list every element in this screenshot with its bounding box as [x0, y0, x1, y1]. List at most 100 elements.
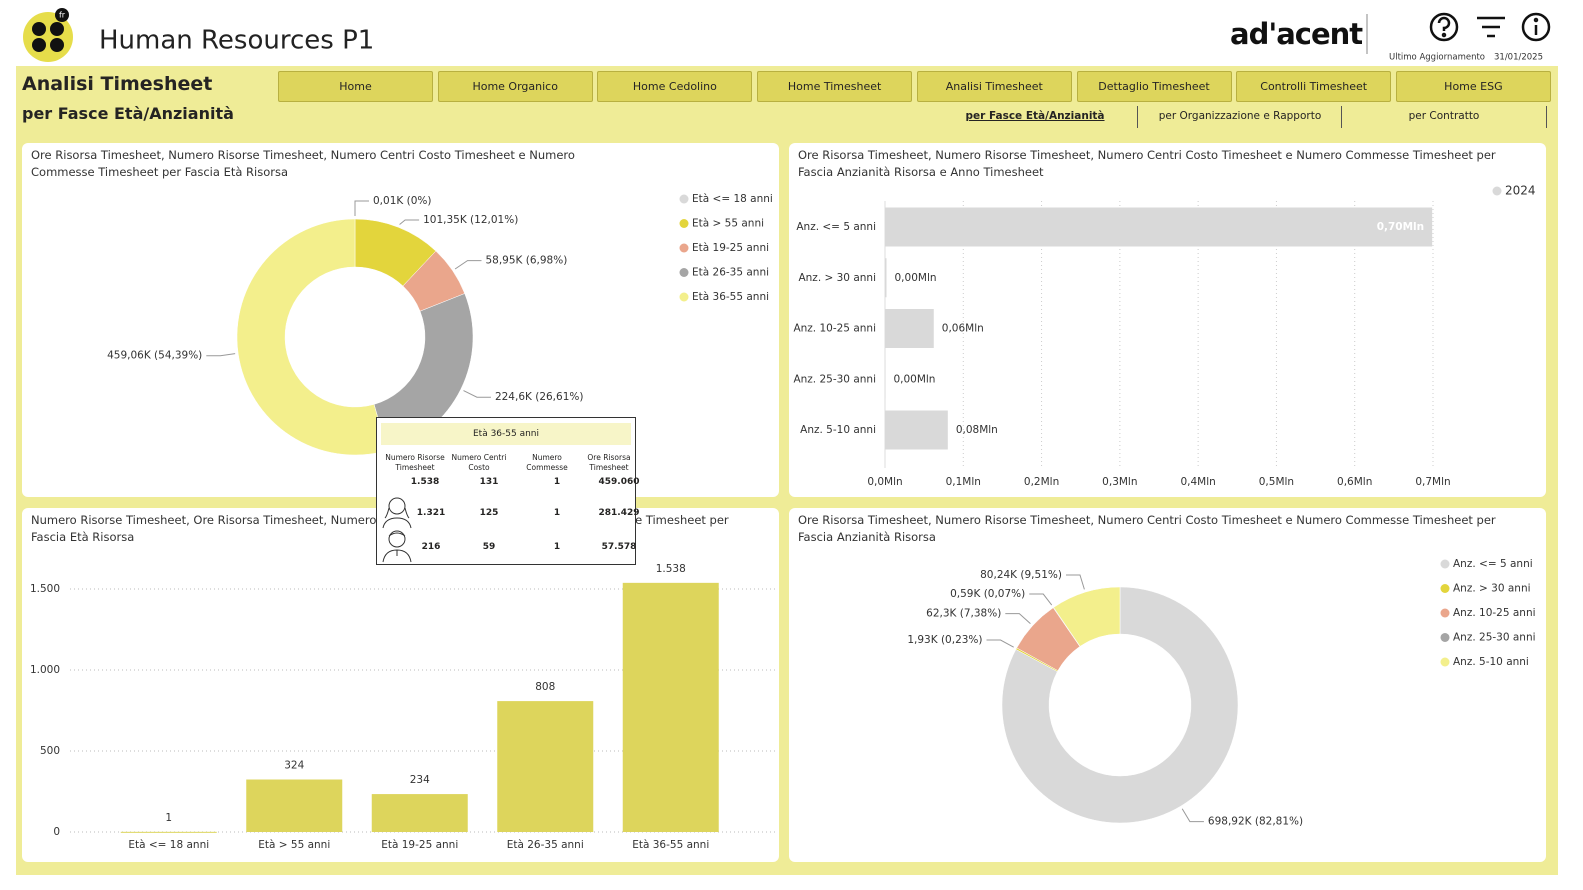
tooltip-header: Numero Risorse Timesheet — [385, 453, 445, 472]
bar — [622, 582, 719, 832]
tooltip-cell: 1 — [553, 542, 561, 552]
leader-line — [1181, 808, 1204, 823]
info-icon[interactable] — [1521, 12, 1551, 42]
y-tick-label: Anz. > 30 anni — [798, 272, 876, 284]
leader-line — [399, 219, 420, 225]
tooltip-header: Ore Risorsa Timesheet — [587, 453, 631, 472]
logo-badge — [55, 8, 69, 22]
x-tick-label: 0,4Mln — [1180, 476, 1215, 488]
tooltip-cell: 131 — [479, 477, 499, 487]
nav-button[interactable]: Home Organico — [437, 71, 593, 102]
nav-button[interactable]: Controlli Timesheet — [1236, 71, 1392, 102]
data-label: 1,93K (0,23%) — [907, 634, 982, 646]
bar — [885, 207, 1433, 247]
x-tick-label: 0,1Mln — [946, 476, 981, 488]
donut-slice — [1053, 586, 1121, 647]
x-tick-label: Età > 55 anni — [258, 839, 330, 851]
leader-line — [454, 260, 482, 270]
chart: 0,01K (0%) 101,35K (12,01%) 58,95K (6,98%)… — [107, 193, 773, 456]
nav-button[interactable]: Home Cedolino — [597, 71, 753, 102]
panel: 0,01K (0%) 101,35K (12,01%) 58,95K (6,98%)… — [22, 143, 779, 497]
tooltip-header: Numero Centri Costo — [451, 453, 507, 472]
legend-marker — [1440, 584, 1450, 593]
chart: 698,92K (82,81%) 1,93K (0,23%) 62,3K (7,38… — [907, 558, 1536, 828]
data-label: 808 — [535, 681, 555, 693]
y-tick-label: 0 — [53, 826, 60, 838]
data-label: 0,59K (0,07%) — [950, 588, 1025, 600]
tooltip-cell: 1 — [553, 477, 561, 487]
header: fr Human Resources P1 ad'acent Ultimo Ag… — [23, 8, 1551, 63]
legend-label: Età 36-55 anni — [692, 291, 769, 303]
y-tick-label: Anz. 10-25 anni — [793, 323, 876, 335]
help-icon[interactable] — [1429, 12, 1459, 42]
legend-label: Anz. 25-30 anni — [1453, 632, 1536, 644]
data-label: 324 — [284, 760, 304, 772]
legend-marker — [679, 292, 689, 302]
chart: 0,0Mln 0,1Mln 0,2Mln 0,3Mln 0,4Mln 0,5Mln 0,6M… — [793, 184, 1535, 489]
legend-label: Anz. <= 5 anni — [1453, 558, 1533, 570]
leader-line — [1065, 574, 1085, 590]
x-tick-label: 0,6Mln — [1337, 476, 1372, 488]
legend-marker — [679, 219, 689, 228]
nav-button[interactable]: Home — [278, 71, 433, 102]
leader-line — [463, 390, 491, 398]
data-label: 0,01K (0%) — [373, 195, 431, 207]
logo-badge-text: fr — [59, 11, 66, 20]
leader-line — [1005, 613, 1031, 625]
leader-line — [1029, 593, 1053, 606]
data-label: 0,70Mln — [1377, 221, 1424, 233]
tooltip-icons — [382, 497, 412, 563]
tab-separator — [1137, 106, 1138, 128]
nav-button[interactable]: Home Timesheet — [757, 71, 913, 102]
legend-marker — [1440, 657, 1450, 667]
leader-line — [206, 353, 236, 357]
tooltip-cell: 1 — [553, 508, 561, 518]
page-title: Analisi Timesheet — [22, 73, 213, 95]
app-title: Human Resources P1 — [99, 26, 374, 56]
legend-marker — [1440, 608, 1450, 618]
legend-label: Età <= 18 anni — [692, 193, 773, 205]
legend-marker — [1440, 559, 1450, 569]
tooltip-cell: 59 — [482, 542, 496, 552]
update-label: Ultimo Aggiornamento — [1389, 53, 1485, 63]
bar — [885, 309, 934, 348]
tooltip-cell: 216 — [421, 542, 441, 552]
data-label: 224,6K (26,61%) — [495, 391, 584, 403]
data-label: 0,08Mln — [956, 424, 998, 436]
male-icon — [382, 530, 412, 563]
y-tick-label: 500 — [40, 745, 60, 757]
data-label: 1.538 — [656, 563, 686, 575]
tab[interactable]: per Contratto — [1408, 110, 1480, 122]
chart: 0 500 1.000 1.500 1 Età <= 18 anni 324 Età > 55… — [30, 563, 775, 851]
chart-title: Ore Risorsa Timesheet, Numero Risorse Ti… — [798, 148, 1496, 179]
x-tick-label: 0,0Mln — [867, 476, 902, 488]
x-tick-label: 0,2Mln — [1024, 476, 1059, 488]
legend-marker — [1440, 633, 1450, 642]
nav-button[interactable]: Home ESG — [1395, 71, 1551, 102]
tooltip-cell: 1.321 — [416, 508, 446, 518]
data-label: 234 — [410, 774, 430, 786]
filter-icon[interactable] — [1477, 16, 1505, 38]
nav-button[interactable]: Analisi Timesheet — [916, 71, 1072, 102]
brand: ad'acent — [1230, 17, 1363, 51]
tooltip-cell: 281.429 — [598, 508, 640, 518]
data-label: 101,35K (12,01%) — [423, 214, 518, 226]
tab[interactable]: per Organizzazione e Rapporto — [1158, 110, 1322, 122]
x-tick-label: 0,7Mln — [1415, 476, 1450, 488]
update-date: 31/01/2025 — [1494, 53, 1543, 63]
tab[interactable]: per Fasce Età/Anzianità — [965, 110, 1105, 122]
chart-title: Ore Risorsa Timesheet, Numero Risorse Ti… — [31, 148, 575, 179]
y-tick-label: Anz. <= 5 anni — [796, 221, 876, 233]
data-label: 62,3K (7,38%) — [926, 608, 1001, 620]
data-label: 1 — [165, 812, 172, 824]
data-label: 80,24K (9,51%) — [980, 569, 1062, 581]
nav-button[interactable]: Dettaglio Timesheet — [1076, 71, 1232, 102]
x-tick-label: Età <= 18 anni — [128, 839, 209, 851]
panel: 0,0Mln 0,1Mln 0,2Mln 0,3Mln 0,4Mln 0,5Mln 0,6M… — [789, 143, 1546, 497]
tooltip-cell: 459.060 — [598, 477, 640, 487]
tooltip-cell: 125 — [479, 508, 499, 518]
page-subtitle: per Fasce Età/Anzianità — [22, 104, 234, 123]
data-label: 0,00Mln — [895, 272, 937, 284]
data-label: 459,06K (54,39%) — [107, 350, 202, 362]
